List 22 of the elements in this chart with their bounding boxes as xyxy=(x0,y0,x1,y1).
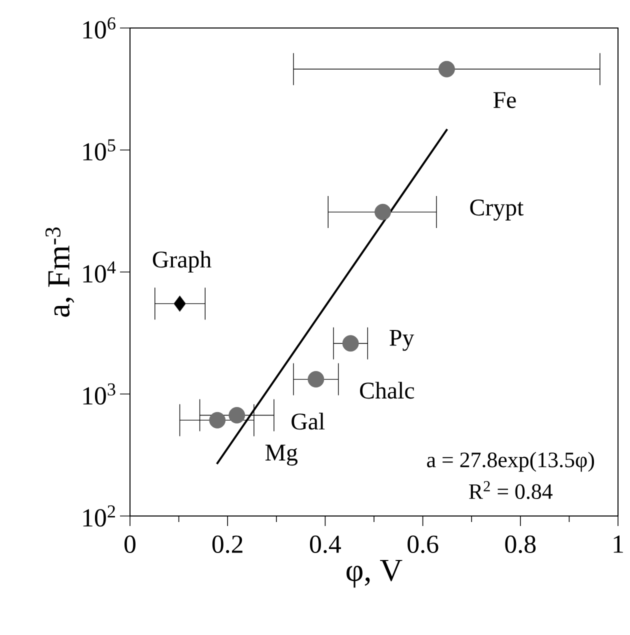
x-tick-label: 0.4 xyxy=(310,536,341,554)
annotation: Mg xyxy=(265,444,298,466)
annotation: Py xyxy=(390,330,414,351)
annotation: Gal xyxy=(292,412,325,430)
annotation: Crypt xyxy=(470,200,524,221)
y-tick-label: 10$^{3}$ xyxy=(83,383,116,405)
y-axis-title: a, Fm$^{-3}$ xyxy=(46,228,74,317)
x-tick-label: 0.8 xyxy=(505,536,536,554)
y-tick-label: 10$^{4}$ xyxy=(83,261,116,283)
x-axis-title: φ, V xyxy=(346,560,402,588)
y-tick-label: 10$^{2}$ xyxy=(83,505,115,527)
x-tick-label: 0 xyxy=(124,536,136,553)
annotation: a = 27.8exp(13.5φ) xyxy=(427,452,594,472)
y-tick-label: 10$^{6}$ xyxy=(83,17,116,39)
x-tick-label: 1 xyxy=(614,536,623,553)
annotation: Graph xyxy=(152,250,212,273)
annotation: Fe xyxy=(493,92,516,108)
y-tick-label: 10$^{5}$ xyxy=(83,139,116,161)
x-tick-label: 0.6 xyxy=(408,536,438,554)
annotation: Chalc xyxy=(360,382,414,399)
annotation: R$^{2}$ = 0.84 xyxy=(469,481,553,500)
x-tick-label: 0.2 xyxy=(212,536,242,554)
